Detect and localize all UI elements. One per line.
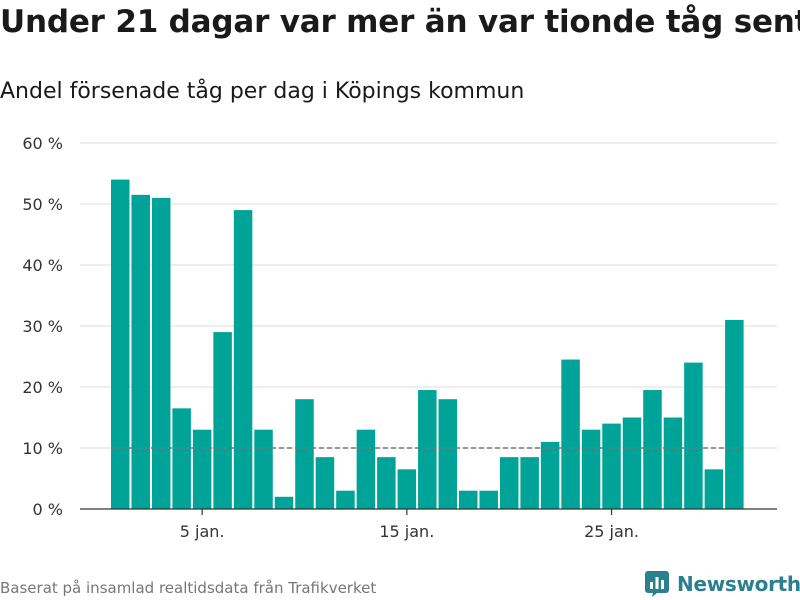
bar-chart-logo-icon: [645, 571, 669, 597]
bar: [581, 429, 601, 509]
bar: [622, 417, 642, 509]
brand-logo: Newsworthy: [645, 571, 800, 597]
bar: [499, 457, 519, 509]
bar: [151, 197, 171, 509]
bar: [274, 496, 294, 509]
bar: [479, 490, 498, 509]
chart-subtitle: Andel försenade tåg per dag i Köpings ko…: [0, 79, 525, 104]
bar: [602, 423, 621, 509]
bar: [336, 490, 355, 509]
bar: [684, 362, 703, 509]
y-tick-label: 50 %: [22, 195, 63, 214]
bar: [663, 417, 683, 509]
source-note: Baserat på insamlad realtidsdata från Tr…: [0, 579, 377, 597]
bar: [561, 359, 580, 509]
bar: [725, 319, 744, 509]
bar: [438, 399, 458, 509]
y-tick-label: 30 %: [22, 317, 63, 336]
bar: [643, 390, 662, 509]
bar: [704, 469, 724, 509]
bar: [356, 429, 376, 509]
bar: [254, 429, 273, 509]
bar: [131, 194, 150, 509]
bar: [458, 490, 478, 509]
x-tick-label: 15 jan.: [379, 522, 434, 541]
bar: [315, 457, 335, 509]
x-tick-label: 5 jan.: [180, 522, 225, 541]
bar: [111, 179, 130, 509]
bar: [295, 399, 314, 509]
bar: [540, 441, 560, 509]
bar: [397, 469, 417, 509]
bar: [192, 429, 212, 509]
y-tick-label: 60 %: [22, 134, 63, 153]
bar: [213, 332, 232, 509]
x-tick-label: 25 jan.: [584, 522, 639, 541]
y-tick-label: 40 %: [22, 256, 63, 275]
bar: [172, 408, 191, 509]
y-tick-label: 0 %: [33, 500, 63, 519]
bar: [377, 457, 396, 509]
brand-name: Newsworthy: [677, 572, 800, 596]
y-tick-label: 20 %: [22, 378, 63, 397]
bar: [233, 210, 253, 509]
bar: [520, 457, 539, 509]
bar: [418, 390, 437, 509]
axis-layer: 0 % 10 % 20 % 30 % 40 % 50 % 60 % 5 jan. 15 jan.…: [22, 134, 777, 541]
chart-title: Under 21 dagar var mer än var tionde tåg…: [0, 4, 800, 40]
bar-layer: [111, 179, 744, 509]
y-tick-label: 10 %: [22, 439, 63, 458]
